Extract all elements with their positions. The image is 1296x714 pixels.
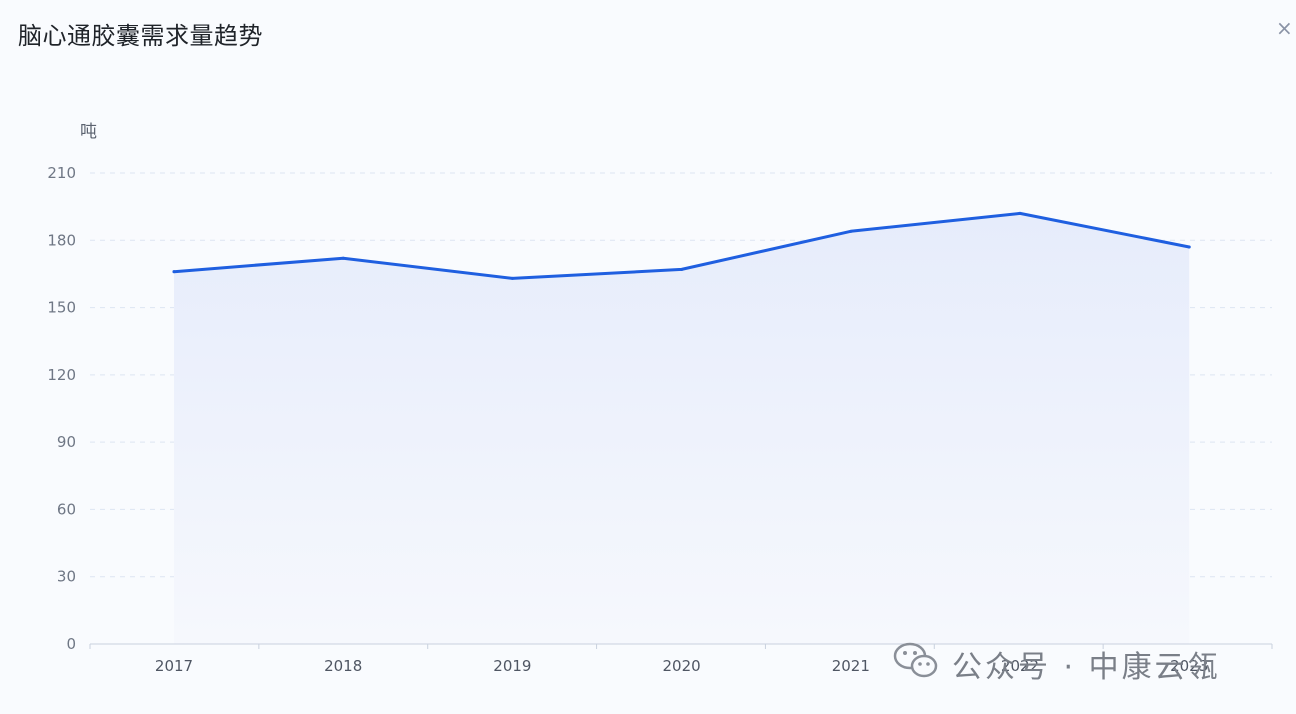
y-tick-label: 210 [47, 164, 76, 182]
data-point[interactable] [172, 270, 176, 274]
x-tick-label: 2020 [663, 657, 701, 675]
series-area [174, 213, 1190, 644]
y-axis-unit: 吨 [80, 122, 97, 142]
chart-title: 脑心通胶囊需求量趋势 [18, 22, 263, 50]
y-tick-label: 90 [57, 433, 76, 451]
x-tick-label: 2017 [155, 657, 193, 675]
data-point[interactable] [341, 256, 345, 260]
x-tick-label: 2023 [1170, 657, 1208, 675]
wechat-icon [893, 642, 938, 678]
x-tick-label: 2021 [832, 657, 870, 675]
y-tick-label: 150 [47, 299, 76, 317]
data-point[interactable] [1187, 245, 1191, 249]
data-point[interactable] [1018, 211, 1022, 215]
close-icon[interactable]: × [1276, 16, 1293, 40]
y-tick-label: 120 [47, 366, 76, 384]
y-tick-label: 0 [66, 635, 76, 653]
x-tick-label: 2019 [493, 657, 531, 675]
x-tick-label: 2018 [324, 657, 362, 675]
data-point[interactable] [510, 276, 514, 280]
x-tick-label: 2022 [1001, 657, 1039, 675]
data-point[interactable] [680, 267, 684, 271]
y-tick-label: 30 [57, 568, 76, 586]
y-tick-label: 180 [47, 231, 76, 249]
y-tick-label: 60 [57, 500, 76, 518]
watermark-text: 公众号 · 中康云瓴 [952, 650, 1221, 685]
data-point[interactable] [849, 229, 853, 233]
